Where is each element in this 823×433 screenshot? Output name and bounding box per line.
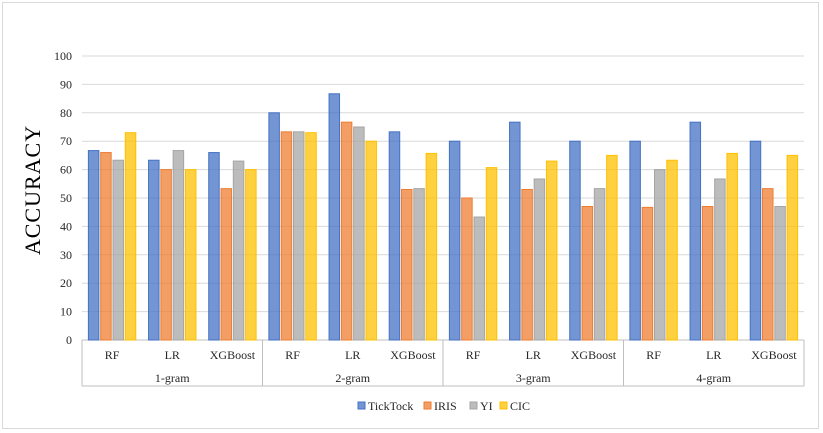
bar-ticktock-8 — [569, 140, 581, 341]
bar-iris-10 — [701, 206, 714, 341]
y-tick-label: 60 — [60, 163, 72, 177]
bar-ticktock-7 — [509, 121, 521, 341]
y-tick-label: 30 — [60, 248, 72, 262]
bar-ticktock-4 — [328, 93, 341, 341]
bar-iris-11 — [762, 188, 774, 341]
x-axis: RF LR XGBoost RF LR XGBoost RF LR XGBoost RF LR XGB… — [81, 340, 805, 387]
legend: TickTock IRIS YI CIC — [357, 399, 530, 413]
x-tick-label: RF — [285, 348, 300, 362]
bar-yi-8 — [593, 188, 606, 341]
bar-iris-8 — [581, 206, 594, 341]
y-tick-label: 10 — [60, 305, 72, 319]
x-tick-label: XGBoost — [390, 348, 436, 362]
legend-label-iris: IRIS — [434, 399, 457, 413]
group-label: 2-gram — [335, 371, 370, 385]
bar-iris-5 — [401, 188, 413, 341]
legend-label-yi: YI — [480, 399, 493, 413]
bar-yi-7 — [533, 178, 546, 341]
bar-yi-0 — [112, 159, 124, 341]
x-tick-label: RF — [646, 348, 661, 362]
bar-cic-2 — [245, 169, 257, 341]
bar-yi-4 — [353, 126, 365, 341]
bar-iris-9 — [641, 206, 654, 341]
y-tick-label: 70 — [60, 134, 72, 148]
bar-iris-6 — [461, 197, 473, 341]
bar-ticktock-3 — [268, 112, 280, 341]
y-tick-label: 40 — [60, 219, 72, 233]
bar-ticktock-1 — [148, 159, 160, 341]
bar-yi-3 — [292, 131, 305, 341]
bar-iris-0 — [100, 152, 112, 341]
bar-cic-10 — [726, 152, 738, 341]
bar-ticktock-0 — [87, 150, 100, 341]
bar-iris-1 — [160, 169, 172, 341]
bar-yi-5 — [413, 188, 425, 341]
bar-yi-6 — [473, 216, 485, 341]
bar-yi-11 — [774, 206, 786, 341]
bar-ticktock-2 — [208, 152, 220, 341]
bar-iris-2 — [220, 188, 233, 341]
bar-ticktock-10 — [689, 121, 702, 341]
bar-yi-10 — [714, 178, 726, 341]
x-tick-label: LR — [526, 348, 541, 362]
x-tick-label: RF — [105, 348, 120, 362]
bar-yi-2 — [232, 160, 245, 341]
x-tick-label: LR — [165, 348, 180, 362]
legend-swatch-yi — [469, 401, 478, 410]
y-tick-label: 0 — [66, 333, 72, 347]
x-tick-label: XGBoost — [210, 348, 256, 362]
legend-swatch-ticktock — [357, 401, 366, 410]
bar-cic-4 — [365, 140, 377, 341]
x-tick-label: RF — [466, 348, 481, 362]
y-axis-ticks: 0 10 20 30 40 50 60 70 80 90 100 — [54, 49, 72, 347]
bar-cic-8 — [606, 154, 618, 341]
bar-cic-5 — [425, 152, 438, 341]
bar-iris-4 — [340, 121, 353, 341]
x-tick-label: XGBoost — [571, 348, 617, 362]
y-tick-label: 80 — [60, 106, 72, 120]
gridlines — [82, 55, 804, 341]
group-label: 1-gram — [155, 371, 190, 385]
bar-ticktock-9 — [629, 140, 641, 341]
bar-iris-3 — [280, 131, 293, 341]
bar-cic-7 — [545, 160, 558, 341]
y-tick-label: 50 — [60, 191, 72, 205]
bar-cic-3 — [305, 132, 317, 341]
bars — [87, 93, 799, 341]
bar-iris-7 — [521, 188, 533, 341]
bar-cic-11 — [786, 154, 799, 341]
y-tick-label: 20 — [60, 276, 72, 290]
legend-swatch-iris — [423, 401, 432, 410]
group-label: 3-gram — [516, 371, 551, 385]
x-tick-label: XGBoost — [751, 348, 797, 362]
bar-cic-1 — [184, 169, 197, 341]
bar-ticktock-5 — [388, 131, 401, 341]
bar-yi-9 — [653, 169, 666, 341]
group-label: 4-gram — [696, 371, 731, 385]
legend-label-ticktock: TickTock — [368, 399, 413, 413]
y-tick-label: 90 — [60, 77, 72, 91]
legend-swatch-cic — [499, 401, 508, 410]
x-tick-label: LR — [706, 348, 721, 362]
bar-ticktock-11 — [749, 140, 762, 341]
bar-yi-1 — [172, 150, 185, 341]
y-axis-label: ACCURACY — [20, 125, 45, 255]
y-tick-label: 100 — [54, 49, 72, 63]
bar-cic-9 — [666, 159, 678, 341]
legend-label-cic: CIC — [510, 399, 530, 413]
x-tick-label: LR — [345, 348, 360, 362]
bar-cic-6 — [485, 167, 498, 341]
bar-cic-0 — [124, 132, 137, 341]
bar-ticktock-6 — [448, 140, 461, 341]
